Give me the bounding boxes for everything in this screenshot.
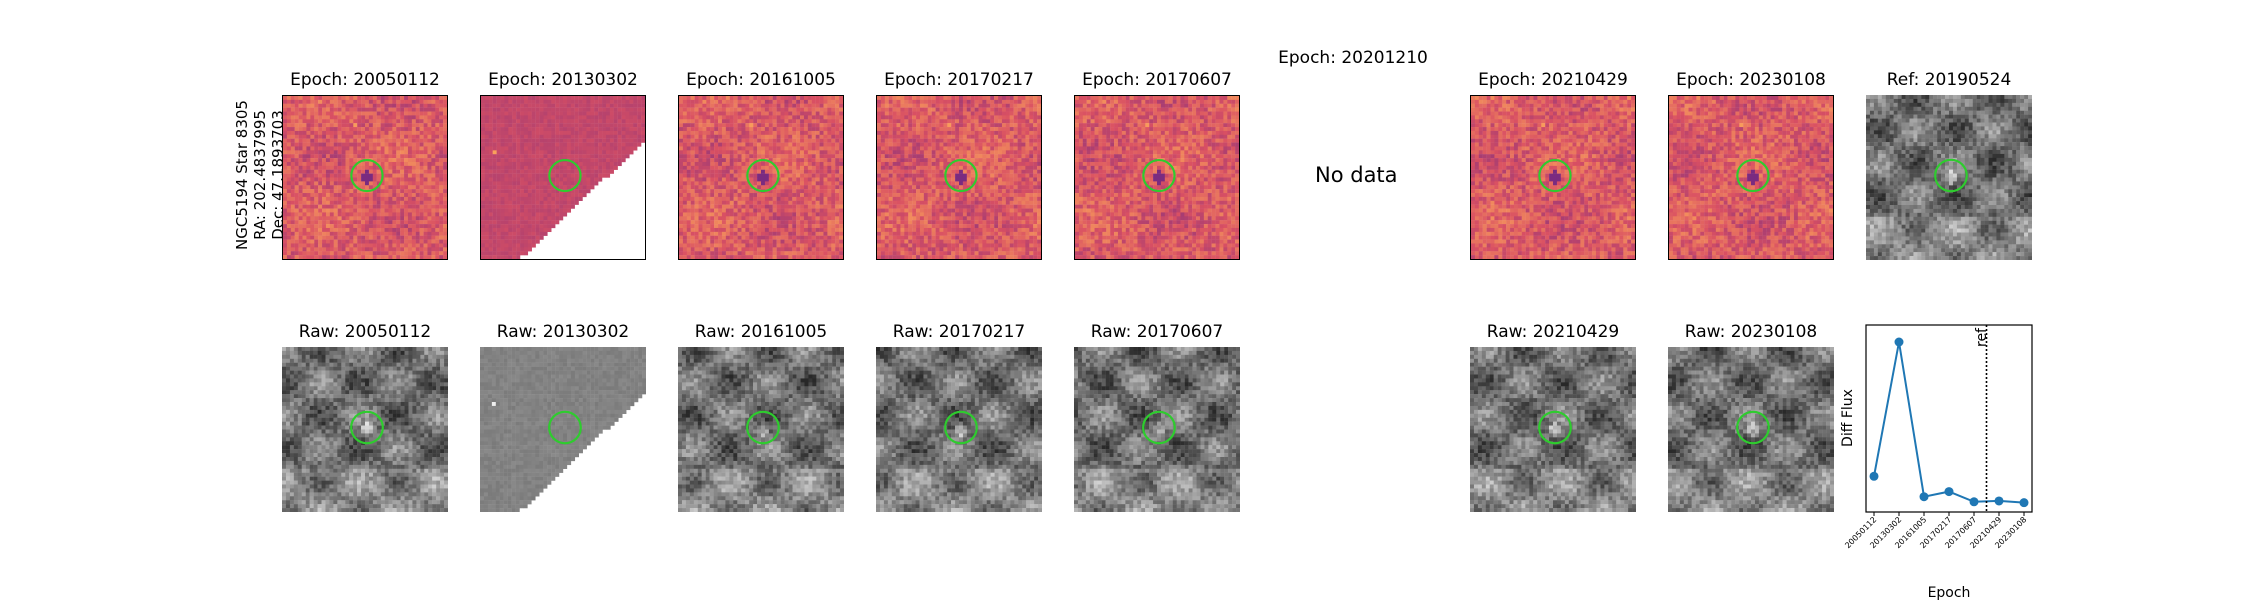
aperture-circle xyxy=(746,158,780,193)
aperture-circle xyxy=(1538,410,1572,445)
aperture-circle xyxy=(350,158,384,193)
title-raw-20230108: Raw: 20230108 xyxy=(1668,322,1834,342)
title-epoch-20230108: Epoch: 20230108 xyxy=(1668,70,1834,90)
aperture-circle xyxy=(548,158,582,193)
raw-image-20210429 xyxy=(1470,347,1636,512)
aperture-circle xyxy=(944,158,978,193)
raw-image-20161005 xyxy=(678,347,844,512)
title-epoch-20161005: Epoch: 20161005 xyxy=(678,70,844,90)
data-point-20161005 xyxy=(1919,492,1929,502)
aperture-circle xyxy=(1538,158,1572,193)
data-point-20050112 xyxy=(1869,471,1879,481)
x-axis-label: Epoch xyxy=(1928,585,1971,600)
data-point-20170217 xyxy=(1944,487,1954,497)
raw-image-20050112 xyxy=(282,347,448,512)
aperture-circle xyxy=(1736,158,1770,193)
data-point-20230108 xyxy=(2019,498,2029,508)
diff-image-20050112 xyxy=(282,95,448,260)
diff-image-20230108 xyxy=(1668,95,1834,260)
title-raw-20170217: Raw: 20170217 xyxy=(876,322,1042,342)
title-epoch-20170607: Epoch: 20170607 xyxy=(1074,70,1240,90)
aperture-circle xyxy=(1142,158,1176,193)
title-raw-20161005: Raw: 20161005 xyxy=(678,322,844,342)
ref-image-20190524 xyxy=(1866,95,2032,260)
aperture-circle xyxy=(1142,410,1176,445)
aperture-circle xyxy=(548,410,582,445)
data-point-20170607 xyxy=(1969,497,1979,507)
data-point-20130302 xyxy=(1894,337,1904,347)
title-raw-20050112: Raw: 20050112 xyxy=(282,322,448,342)
diff-image-20210429 xyxy=(1470,95,1636,260)
series-line xyxy=(1873,341,2025,504)
raw-image-20130302 xyxy=(480,347,646,512)
title-raw-20130302: Raw: 20130302 xyxy=(480,322,646,342)
data-point-20210429 xyxy=(1994,496,2004,506)
title-raw-20170607: Raw: 20170607 xyxy=(1074,322,1240,342)
aperture-circle xyxy=(1736,410,1770,445)
title-raw-20210429: Raw: 20210429 xyxy=(1470,322,1636,342)
title-epoch-20201210: Epoch: 20201210 xyxy=(1270,48,1436,68)
aperture-circle xyxy=(1934,158,1968,193)
title-epoch-20210429: Epoch: 20210429 xyxy=(1470,70,1636,90)
title-epoch-20130302: Epoch: 20130302 xyxy=(480,70,646,90)
no-data-label: No data xyxy=(1315,163,1398,187)
raw-image-20230108 xyxy=(1668,347,1834,512)
title-epoch-20050112: Epoch: 20050112 xyxy=(282,70,448,90)
diff-image-20161005 xyxy=(678,95,844,260)
aperture-circle xyxy=(350,410,384,445)
diff-image-20170607 xyxy=(1074,95,1240,260)
raw-image-20170217 xyxy=(876,347,1042,512)
plot-frame xyxy=(1865,324,2033,513)
y-axis-label: Diff Flux xyxy=(1840,389,1856,447)
title-epoch-20170217: Epoch: 20170217 xyxy=(876,70,1042,90)
aperture-circle xyxy=(746,410,780,445)
diff-image-20170217 xyxy=(876,95,1042,260)
raw-image-20170607 xyxy=(1074,347,1240,512)
diff-image-20130302 xyxy=(480,95,646,260)
ref-line-label: ref xyxy=(1974,327,1990,347)
title-ref-20190524: Ref: 20190524 xyxy=(1866,70,2032,90)
aperture-circle xyxy=(944,410,978,445)
